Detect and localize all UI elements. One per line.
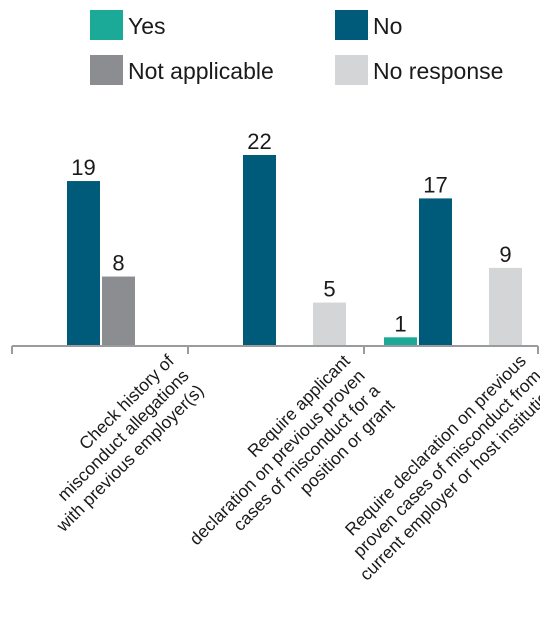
category-label-line: misconduct allegations [53,365,193,505]
bar-no-response-group-3 [489,267,522,346]
legend-swatch-yes [90,10,123,40]
bar-no-group-1 [67,181,100,346]
value-label-no-group-3: 17 [423,172,447,197]
legend-label-no: No [373,13,402,39]
bar-no-group-2 [243,155,276,346]
legend-label-not-applicable: Not applicable [128,58,274,84]
bar-yes-group-3 [384,337,417,346]
legend-swatch-not-applicable [90,55,123,85]
bar-no-response-group-2 [313,302,346,346]
legend-label-no-response: No response [373,58,503,84]
value-label-no-group-1: 19 [71,155,95,180]
value-label-no-group-2: 22 [247,129,271,154]
bar-no-group-3 [419,198,452,346]
legend: Yes No Not applicable No response [90,10,503,85]
value-label-no-response-group-2: 5 [323,277,335,302]
bar-not-applicable-group-1 [102,276,135,346]
value-labels: 1 19 22 17 8 5 9 [71,129,511,336]
legend-swatch-no-response [335,55,368,85]
legend-swatch-no [335,10,368,40]
x-axis-ticks [11,346,539,354]
value-label-yes-group-3: 1 [394,311,406,336]
bars [67,155,522,346]
value-label-not-applicable-group-1: 8 [112,251,124,276]
value-label-no-response-group-3: 9 [499,242,511,267]
legend-label-yes: Yes [128,13,166,39]
